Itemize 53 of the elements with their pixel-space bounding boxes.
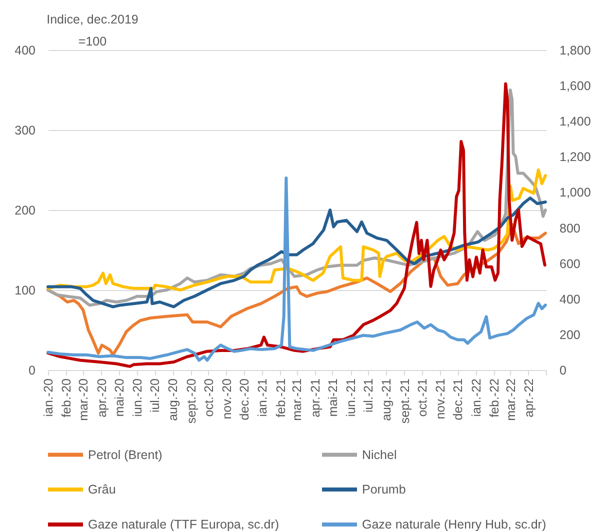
x-tick-label: feb.-22 xyxy=(487,378,502,418)
x-tick-label: apr.-21 xyxy=(308,378,322,418)
line-series xyxy=(46,82,546,368)
y2-tick-label: 1,400 xyxy=(560,114,591,129)
y2-tick-label: 400 xyxy=(560,292,580,306)
x-tick-label: iul.-20 xyxy=(148,378,162,413)
x-tick-label: mar.-22 xyxy=(504,378,518,421)
y-axis-title: Indice, dec.2019 =100 xyxy=(46,12,138,48)
y2-tick-label: 600 xyxy=(560,256,580,271)
x-tick-label: mai-20 xyxy=(112,378,126,417)
x-tick-label: dec.-20 xyxy=(238,378,252,420)
line-series xyxy=(46,196,547,308)
x-tick-label: nov.-20 xyxy=(220,378,234,420)
x-tick-label: apr.-20 xyxy=(94,378,109,418)
x-tick-label: oct.-20 xyxy=(202,378,216,417)
x-tick-label: iun.-21 xyxy=(344,378,358,417)
y-tick-label: 400 xyxy=(14,44,36,58)
x-tick-label: dec.-21 xyxy=(451,378,466,420)
y2-tick-label: 0 xyxy=(560,364,566,378)
legend-label: Grâu xyxy=(88,482,116,496)
x-tick-label: apr.-22 xyxy=(522,378,536,418)
legend-label: Gaze naturale (TTF Europa, sc.dr) xyxy=(88,518,280,531)
x-tick-label: iun.-20 xyxy=(130,378,144,417)
legend-label: Petrol (Brent) xyxy=(88,448,162,462)
line-series xyxy=(46,176,547,362)
x-tick-label: ian.-21 xyxy=(256,378,270,417)
x-tick-label: sept.-20 xyxy=(184,378,198,424)
x-tick-label: mai-21 xyxy=(326,378,340,417)
y2-tick-label: 200 xyxy=(560,328,580,342)
x-tick-label: mar.-21 xyxy=(290,378,304,421)
legend-label: Gaze naturale (Henry Hub, sc.dr) xyxy=(362,518,546,531)
x-tick-label: ian.-22 xyxy=(469,378,484,417)
legend-label: Porumb xyxy=(362,482,406,496)
x-tick-label: mar.-20 xyxy=(76,378,91,421)
y2-tick-label: 1,000 xyxy=(560,186,591,200)
x-tick-label: aug.-21 xyxy=(380,378,394,421)
x-tick-label: nov.-21 xyxy=(434,378,448,420)
y2-tick-label: 1,200 xyxy=(560,150,591,164)
x-tick-label: feb.-20 xyxy=(60,378,74,418)
x-tick-label: iul.-21 xyxy=(362,378,376,413)
x-tick-label: aug.-20 xyxy=(166,378,180,421)
x-tick-label: oct.-21 xyxy=(415,378,430,417)
y-tick-label: 100 xyxy=(14,284,36,298)
y2-tick-label: 1,600 xyxy=(560,79,591,94)
legend-label: Nichel xyxy=(362,448,397,462)
x-tick-label: sept.-21 xyxy=(398,378,412,424)
y-tick-label: 0 xyxy=(28,364,36,378)
y2-tick-label: 800 xyxy=(560,221,580,236)
y-tick-label: 300 xyxy=(14,124,36,138)
x-tick-label: ian.-20 xyxy=(42,378,56,417)
y-tick-label: 200 xyxy=(14,204,36,218)
y2-tick-label: 1,800 xyxy=(560,44,591,58)
x-tick-label: feb.-21 xyxy=(274,378,288,418)
